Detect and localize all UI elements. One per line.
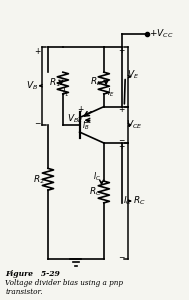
Text: $I_1$: $I_1$ [61, 87, 69, 99]
Text: $I_E$: $I_E$ [107, 87, 114, 99]
Text: +: + [118, 105, 125, 114]
Text: Voltage divider bias using a pnp
transistor.: Voltage divider bias using a pnp transis… [5, 279, 123, 296]
Text: $V_E$: $V_E$ [127, 69, 139, 81]
Text: $R_E$: $R_E$ [90, 75, 102, 88]
Text: $I_C\ R_C$: $I_C\ R_C$ [123, 195, 146, 207]
Text: Figure   5-29: Figure 5-29 [5, 270, 60, 278]
Text: $-$: $-$ [82, 116, 90, 125]
Text: $R_2$: $R_2$ [33, 173, 45, 185]
Text: +: + [35, 47, 41, 56]
Text: +: + [118, 142, 125, 151]
Text: $+V_{CC}$: $+V_{CC}$ [149, 28, 174, 40]
Text: $-$: $-$ [118, 251, 125, 260]
Text: $V_{CE}$: $V_{CE}$ [126, 118, 143, 131]
Text: $V_{BE}$: $V_{BE}$ [67, 112, 83, 125]
Text: $R_1$: $R_1$ [49, 77, 60, 89]
Text: +: + [77, 105, 84, 114]
Text: +: + [118, 46, 125, 55]
Text: $-$: $-$ [118, 134, 125, 143]
Text: $I_C$: $I_C$ [93, 170, 101, 183]
Text: $I_B$: $I_B$ [82, 119, 90, 132]
Text: $R_C$: $R_C$ [89, 186, 102, 198]
Text: $-$: $-$ [34, 117, 42, 126]
Text: $V_B$: $V_B$ [26, 80, 38, 92]
